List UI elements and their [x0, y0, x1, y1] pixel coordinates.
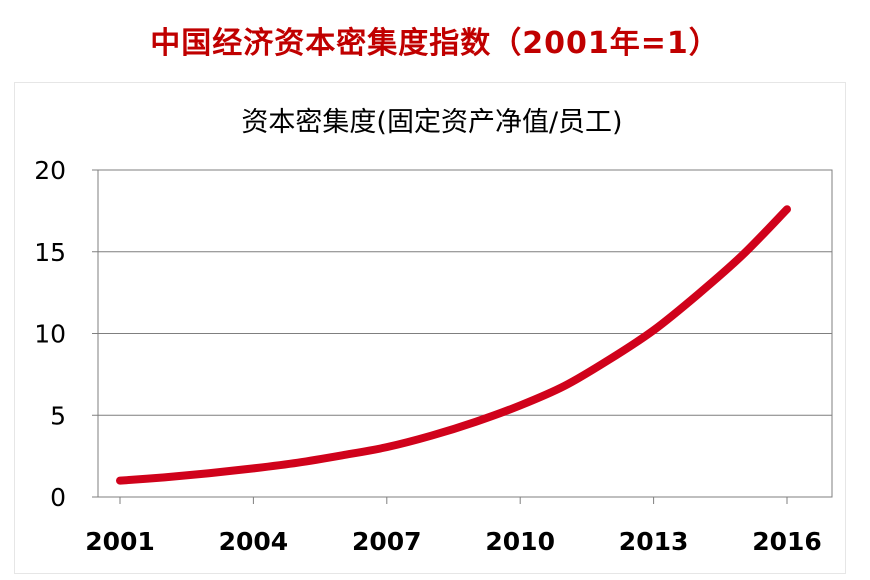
y-tick-label: 10 [34, 320, 66, 349]
data-point [297, 462, 298, 463]
data-point [253, 468, 254, 469]
data-point [564, 385, 565, 386]
x-tick-label: 2001 [85, 527, 155, 556]
chart-title: 资本密集度(固定资产净值/员工) [241, 107, 622, 138]
data-point [609, 359, 610, 360]
data-point [653, 330, 654, 331]
data-point [164, 477, 165, 478]
data-point [742, 255, 743, 256]
data-point [698, 294, 699, 295]
x-tick-label: 2013 [619, 527, 689, 556]
y-tick-label: 0 [50, 483, 66, 512]
page-title: 中国经济资本密集度指数（2001年=1） [150, 26, 720, 61]
data-point [342, 455, 343, 456]
y-tick-label: 15 [34, 238, 66, 267]
data-point [120, 480, 121, 481]
data-point [431, 435, 432, 436]
data-point [787, 209, 788, 210]
x-tick-label: 2004 [219, 527, 289, 556]
x-tick-label: 2010 [485, 527, 555, 556]
series-line [116, 205, 791, 485]
x-tick-label: 2016 [752, 527, 822, 556]
y-tick-label: 20 [34, 156, 66, 185]
data-point [475, 421, 476, 422]
data-point [386, 447, 387, 448]
y-tick-label: 5 [50, 401, 66, 430]
chart-frame [14, 82, 846, 574]
data-point [520, 405, 521, 406]
data-point [208, 473, 209, 474]
x-tick-label: 2007 [352, 527, 422, 556]
